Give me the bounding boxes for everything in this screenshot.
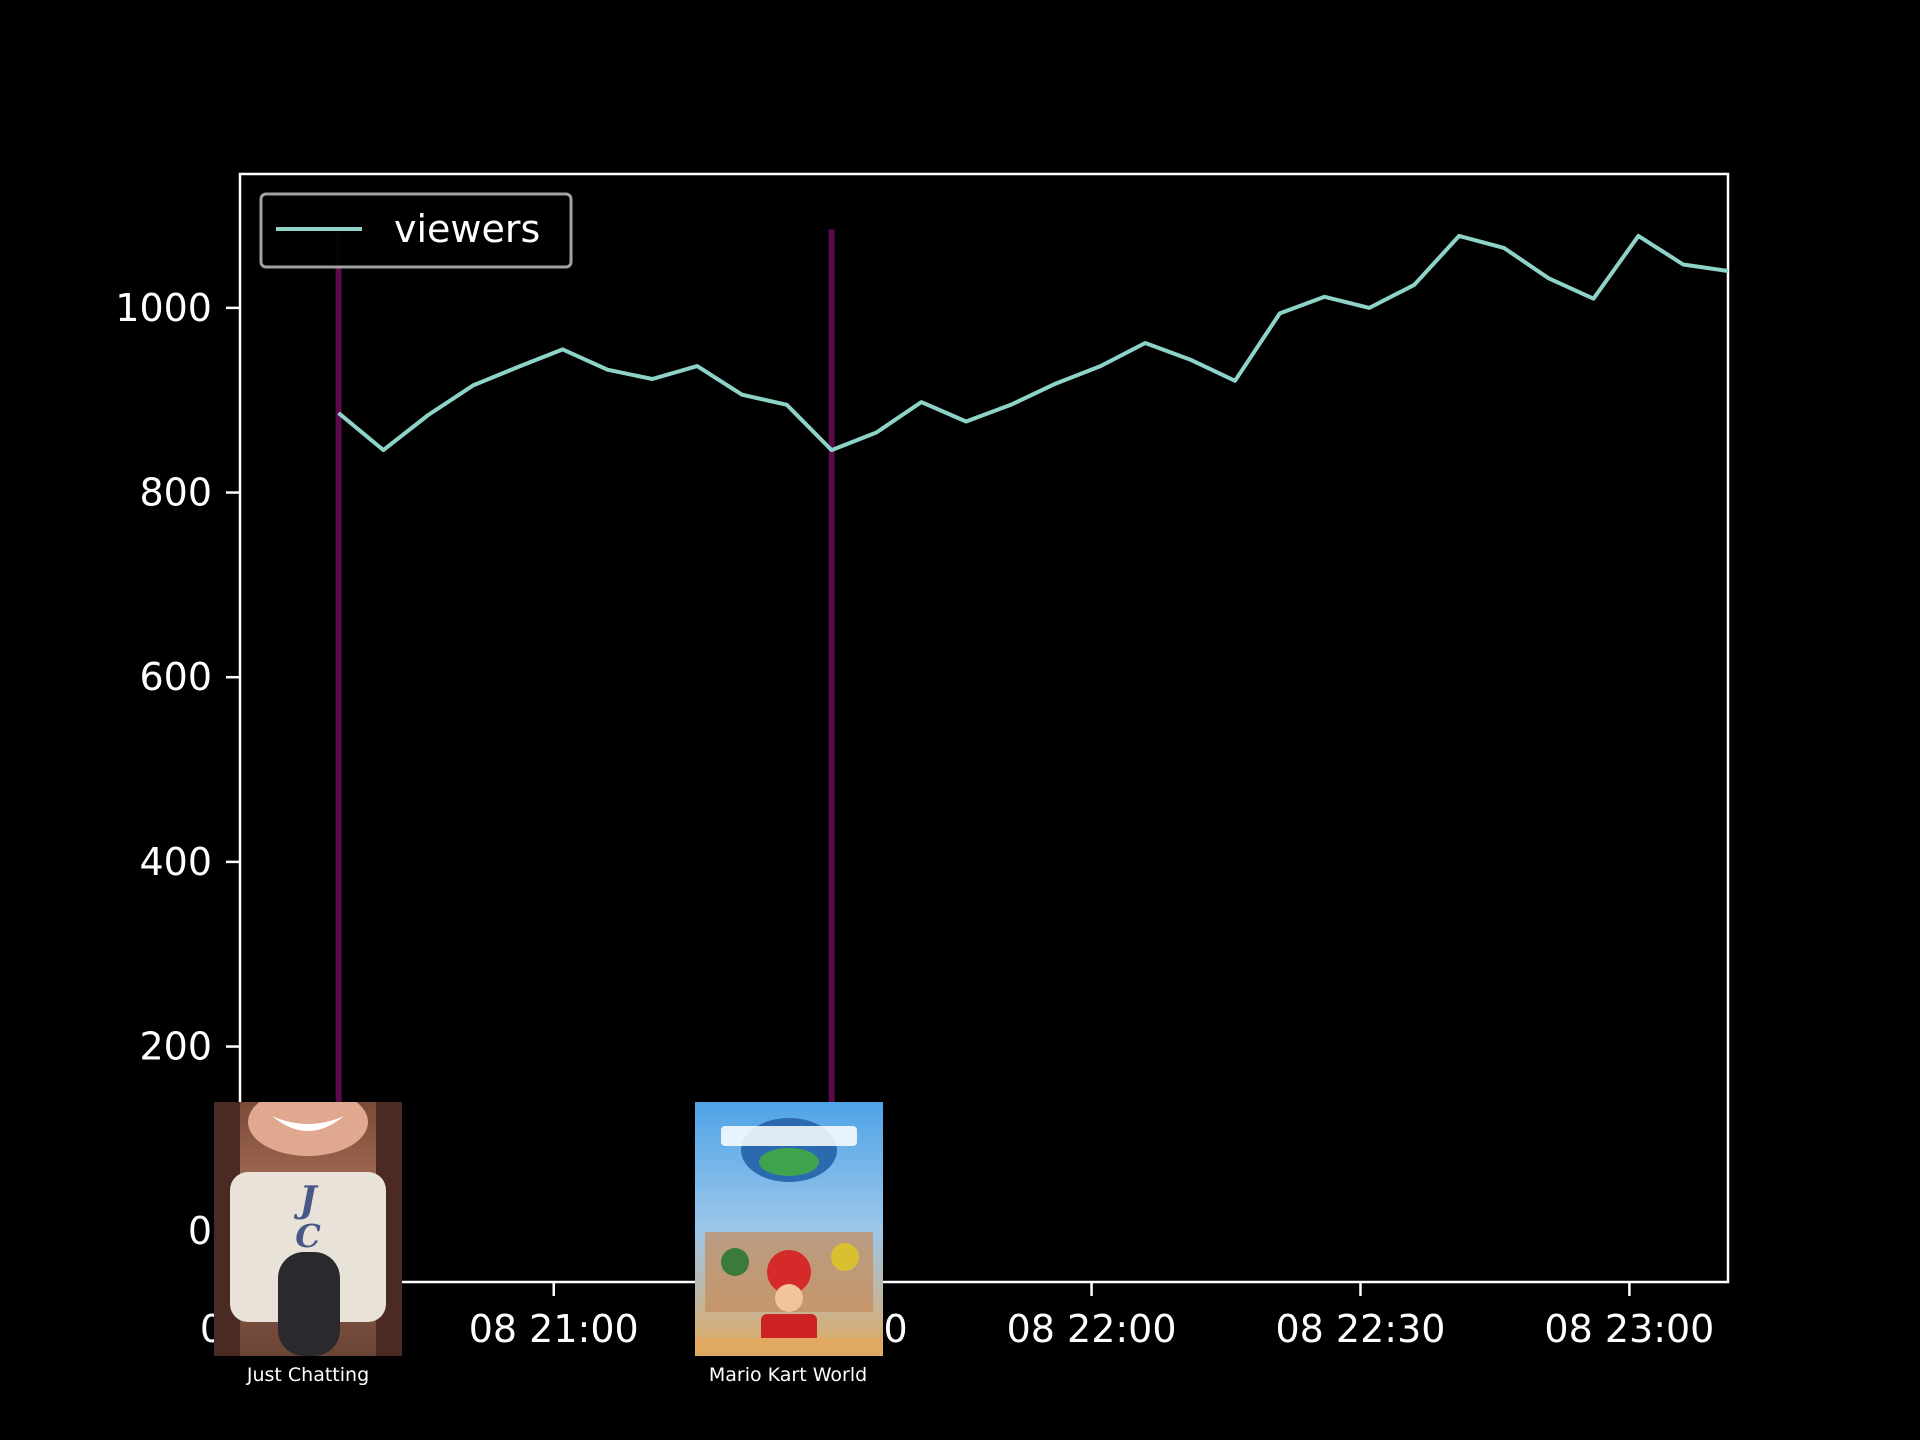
- viewers-point-14: [965, 421, 967, 422]
- viewers-series-points: [338, 235, 1729, 451]
- viewers-point-16: [1055, 383, 1057, 385]
- viewers-point-20: [1234, 380, 1236, 382]
- y-axis: 0 200 400 600 800 1000: [115, 286, 240, 1253]
- x-tick-label-3: 08 22:00: [1007, 1307, 1177, 1351]
- viewers-point-25: [1458, 235, 1460, 237]
- viewers-point-24: [1413, 284, 1415, 286]
- category-markers: [335, 229, 835, 1110]
- viewers-point-28: [1593, 298, 1594, 300]
- viewers-point-31: [1727, 270, 1729, 272]
- viewers-series-line: [337, 233, 1729, 453]
- viewers-point-11: [831, 449, 833, 451]
- viewers-point-27: [1548, 277, 1550, 279]
- viewers-point-9: [741, 394, 743, 396]
- viewers-point-22: [1324, 296, 1326, 298]
- viewers-point-6: [607, 369, 608, 371]
- viewers-point-13: [920, 401, 922, 403]
- viewers-point-23: [1368, 307, 1370, 309]
- viewers-point-4: [517, 366, 519, 368]
- viewers-point-1: [382, 449, 384, 451]
- viewers-point-7: [651, 378, 653, 380]
- viewers-point-21: [1279, 312, 1281, 314]
- viewers-point-15: [1010, 404, 1012, 406]
- viewers-point-17: [1100, 365, 1101, 367]
- viewers-point-10: [786, 404, 788, 406]
- legend-label: viewers: [394, 207, 540, 251]
- viewers-point-29: [1637, 235, 1639, 237]
- plot-area: [238, 172, 1730, 1284]
- just-chatting-label: Just Chatting: [246, 1364, 370, 1386]
- x-tick-label-1: 08 21:00: [469, 1307, 639, 1351]
- y-tick-label-400: 400: [139, 840, 212, 884]
- svg-text:C: C: [295, 1217, 321, 1255]
- viewers-point-18: [1144, 342, 1146, 344]
- viewers-point-26: [1503, 247, 1505, 249]
- viewers-point-8: [696, 365, 698, 367]
- just-chatting-thumbnail: J C: [214, 1102, 402, 1356]
- viewers-point-30: [1682, 264, 1684, 265]
- y-tick-label-800: 800: [139, 471, 212, 515]
- viewers-point-19: [1189, 359, 1191, 361]
- viewers-point-0: [338, 412, 340, 414]
- y-tick-label-0: 0: [188, 1209, 212, 1253]
- viewers-point-12: [875, 432, 877, 433]
- viewers-point-2: [427, 414, 429, 416]
- viewers-point-5: [562, 348, 564, 350]
- y-tick-label-200: 200: [139, 1025, 212, 1069]
- viewers-point-3: [472, 384, 474, 386]
- x-tick-label-4: 08 22:30: [1276, 1307, 1446, 1351]
- y-tick-label-1000: 1000: [115, 286, 212, 330]
- legend: viewers: [259, 192, 573, 269]
- mario-kart-world-label: Mario Kart World: [708, 1364, 868, 1386]
- x-tick-label-5: 08 23:00: [1544, 1307, 1714, 1351]
- y-tick-label-600: 600: [139, 655, 212, 699]
- legend-box: [259, 192, 573, 269]
- mario-kart-world-thumbnail: [695, 1102, 883, 1356]
